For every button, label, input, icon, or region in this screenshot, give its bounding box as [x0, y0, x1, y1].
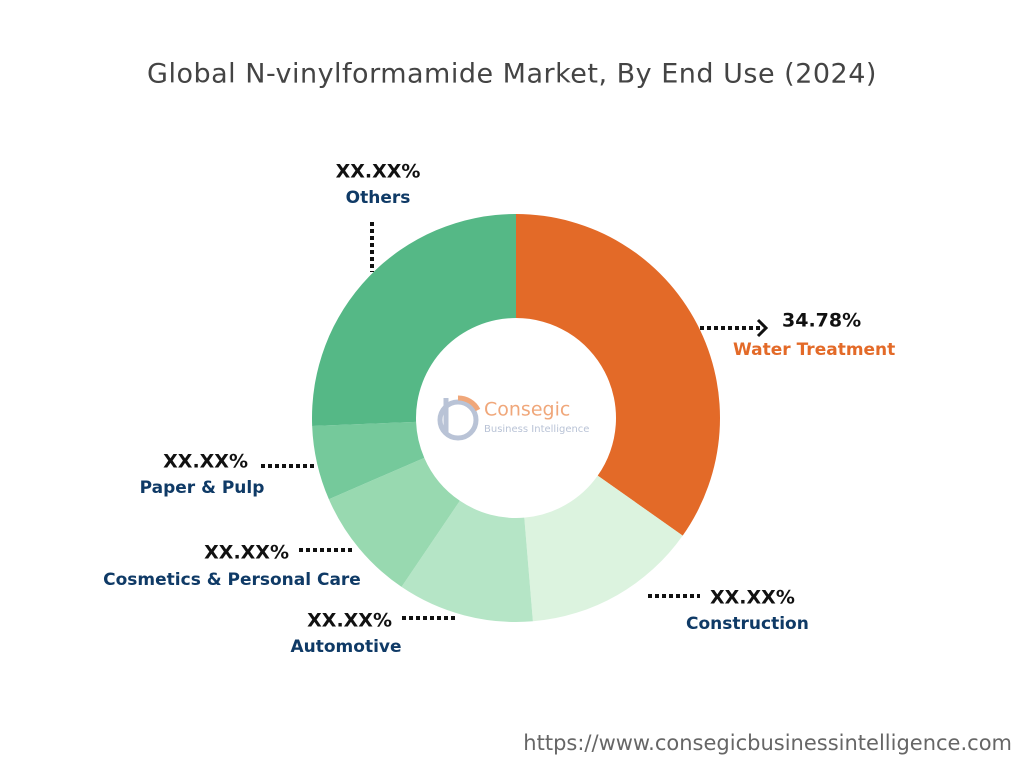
slice: [516, 214, 720, 536]
source-url: https://www.consegicbusinessintelligence…: [523, 731, 1012, 755]
value-label: XX.XX%: [336, 161, 421, 183]
category-label: Automotive: [290, 637, 401, 657]
logo-tagline: Business Intelligence: [484, 424, 589, 435]
chart-title: Global N-vinylformamide Market, By End U…: [147, 59, 877, 90]
category-label: Construction: [686, 614, 809, 634]
value-label: XX.XX%: [204, 542, 289, 564]
slice: [524, 475, 683, 622]
logo: Consegic Business Intelligence: [437, 395, 589, 441]
donut: [312, 214, 720, 622]
value-label: 34.78%: [782, 310, 861, 332]
logo-name: Consegic: [484, 399, 570, 421]
value-label: XX.XX%: [163, 451, 248, 473]
category-label: Cosmetics & Personal Care: [103, 570, 361, 590]
slice: [328, 457, 460, 587]
logo-icon: [437, 399, 479, 441]
category-label: Paper & Pulp: [140, 478, 265, 498]
category-label: Water Treatment: [733, 340, 895, 360]
labels: 34.78% Water Treatment XX.XX% Construction X…: [103, 161, 895, 658]
slice: [401, 500, 533, 622]
logo-icon: [457, 395, 481, 412]
category-label: Others: [346, 188, 411, 208]
slice: [312, 214, 516, 426]
value-label: XX.XX%: [307, 610, 392, 632]
value-label: XX.XX%: [710, 587, 795, 609]
leader-arrow: [756, 318, 769, 338]
slice: [312, 421, 425, 500]
